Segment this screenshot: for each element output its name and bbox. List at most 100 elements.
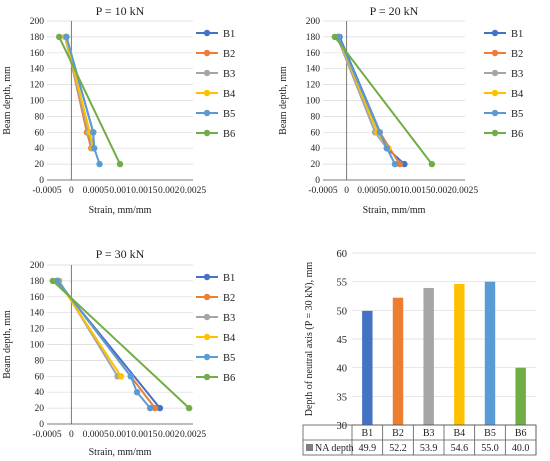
x-tick-label: 0.001 (109, 430, 131, 440)
legend-swatch-marker (203, 49, 211, 57)
legend-entry: B1 (223, 29, 235, 40)
x-tick-label: 0.0025 (180, 186, 206, 196)
data-point-b5 (376, 129, 383, 136)
bar-b6 (515, 367, 526, 425)
y-tick-label: 60 (311, 128, 321, 138)
legend-entry: B1 (511, 29, 523, 40)
line-chart-1: P = 10 kN 0 20 40 60 80 100 120 140 160 180 200 -0.0… (2, 4, 236, 216)
series-line-b5 (65, 36, 101, 165)
data-point-b6 (428, 160, 436, 168)
x-tick-label: 0.002 (158, 186, 180, 196)
x-tick-label: 0.001 (383, 186, 405, 196)
legend-entry: B4 (223, 333, 236, 344)
series-line-b5 (337, 36, 396, 165)
y-tick-label: 160 (306, 49, 321, 59)
x-axis-label: Strain, mm/mm (89, 205, 152, 216)
legend-swatch-marker (491, 89, 499, 97)
legend-swatch-marker (203, 333, 211, 341)
line-chart-2: P = 20 kN 0 20 40 60 80 100 120 140 160 180 200 -0.0… (278, 4, 524, 216)
data-point-b2 (151, 404, 159, 412)
y-tick-label: 80 (35, 112, 45, 122)
legend-entry: B6 (223, 373, 235, 384)
legend-entry: B1 (223, 273, 235, 284)
x-tick-label: 0.0015 (405, 186, 431, 196)
legend-swatch-marker (203, 29, 211, 37)
chart-title: P = 10 kN (96, 4, 145, 18)
legend-swatch-marker (491, 69, 499, 77)
category-label: B1 (361, 428, 373, 439)
y-axis-label: Beam depth, mm (2, 310, 13, 379)
data-point-b6 (49, 277, 57, 285)
bar-b1 (362, 310, 373, 425)
legend-entry: B3 (223, 69, 235, 80)
legend-swatch-marker (203, 353, 211, 361)
legend-entry: B5 (223, 109, 235, 120)
table-legend-key (306, 444, 313, 451)
data-label: 52.2 (389, 443, 407, 454)
y-tick-label: 30 (337, 421, 348, 432)
legend-entry: B6 (511, 129, 523, 140)
y-tick-label: 100 (30, 341, 45, 351)
y-tick-label: 120 (30, 81, 45, 91)
legend-swatch-marker (203, 89, 211, 97)
legend-entry: B5 (511, 109, 523, 120)
y-axis-label: Beam depth, mm (2, 66, 13, 135)
y-tick-label: 40 (35, 388, 45, 398)
legend-entry: B4 (511, 89, 524, 100)
data-point-b6 (185, 404, 193, 412)
data-point-b5 (63, 33, 70, 41)
legend-entry: B2 (511, 49, 523, 60)
table-series-name: NA depth (315, 443, 354, 454)
y-tick-label: 0 (315, 176, 320, 186)
chart-title: P = 20 kN (370, 4, 419, 18)
legend-entry: B6 (223, 129, 235, 140)
y-tick-label: 100 (30, 97, 45, 107)
y-tick-label: 100 (306, 97, 321, 107)
x-tick-label: 0.002 (431, 186, 453, 196)
data-point-b6 (116, 160, 124, 168)
y-tick-label: 55 (337, 278, 348, 289)
data-point-b5 (383, 145, 391, 152)
y-tick-label: 120 (306, 81, 321, 91)
data-label: 53.9 (420, 443, 438, 454)
line-chart-3: P = 30 kN 0 20 40 60 80 100 120 140 160 180 200 -0.0… (2, 247, 236, 458)
legend-entry: B4 (223, 89, 236, 100)
x-axis-label: Strain, mm/mm (89, 447, 152, 458)
bar-b2 (392, 297, 404, 425)
x-tick-label: 0.0005 (357, 186, 383, 196)
y-tick-label: 50 (337, 306, 348, 317)
legend-swatch-marker (491, 29, 499, 37)
series-line-b6 (334, 36, 433, 165)
legend-swatch-marker (491, 49, 499, 57)
y-tick-label: 60 (337, 249, 348, 260)
data-label: 49.9 (359, 443, 377, 454)
x-tick-label: 0.0005 (83, 186, 109, 196)
series-line-b5 (56, 280, 151, 409)
data-label: 54.6 (451, 443, 469, 454)
legend-swatch-marker (203, 129, 211, 137)
x-tick-label: 0 (69, 186, 74, 196)
y-tick-label: 160 (30, 49, 45, 59)
series-line-b6 (52, 280, 190, 409)
data-point-b6 (331, 33, 339, 41)
x-tick-label: 0.0015 (131, 186, 157, 196)
y-tick-label: 20 (35, 404, 45, 414)
x-tick-label: 0.001 (109, 186, 131, 196)
y-tick-label: 140 (306, 65, 321, 75)
data-point-b5 (54, 277, 61, 285)
y-tick-label: 40 (35, 144, 45, 154)
category-label: B6 (515, 428, 527, 439)
x-tick-label: 0.0005 (83, 430, 109, 440)
x-tick-label: 0 (69, 430, 74, 440)
y-tick-label: 45 (337, 335, 348, 346)
y-tick-label: 180 (30, 33, 45, 43)
data-point-b1 (401, 160, 408, 168)
data-label: 55.0 (481, 443, 499, 454)
category-label: B5 (484, 428, 496, 439)
y-tick-label: 20 (311, 160, 321, 170)
bar-chart: 30 35 40 45 50 55 60 B1 49.9 B2 52.2 B3 53.9 B4 54.6 B5… (302, 249, 537, 456)
x-tick-label: -0.0005 (32, 430, 62, 440)
data-point-b5 (127, 373, 134, 380)
y-tick-label: 0 (39, 176, 44, 186)
y-tick-label: 180 (30, 277, 45, 287)
